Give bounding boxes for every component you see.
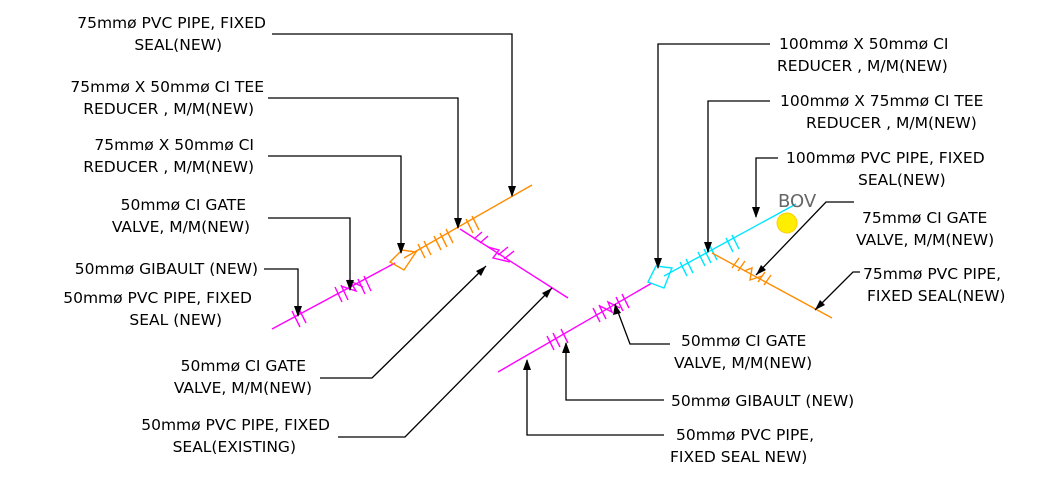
right-labels: 100mmø X 50mmø CI REDUCER , M/M(NEW) 100… (670, 35, 1005, 466)
label-gate-valve-50-right-line2: VALVE, M/M(NEW) (674, 354, 812, 372)
leader-gate-valve-50-b (320, 265, 487, 379)
right-leaders (526, 43, 860, 436)
label-gate-valve-50-a-line1: 50mmø CI GATE (121, 196, 246, 214)
label-gibault-50-right: 50mmø GIBAULT (NEW) (671, 392, 854, 410)
left-gate-valve-50-a (334, 275, 372, 303)
label-gate-valve-50-a-line2: VALVE, M/M(NEW) (112, 218, 250, 236)
leader-pipe-50-existing (338, 287, 553, 438)
label-gate-valve-50-b-line1: 50mmø CI GATE (181, 357, 306, 375)
right-gate-valve-75 (731, 257, 772, 286)
leader-pipe-100 (755, 157, 778, 217)
label-pipe-50-seal-line1: 50mmø PVC PIPE, FIXED (63, 289, 252, 307)
leader-gate-valve-50-right (614, 303, 670, 345)
right-gibault-50 (546, 328, 569, 351)
label-gate-valve-50-right-line1: 50mmø CI GATE (681, 332, 806, 350)
leader-gibault-50-right (565, 343, 664, 401)
label-pipe-75-seal-line1: 75mmø PVC PIPE, (863, 265, 1001, 283)
left-orange-couplings (417, 215, 480, 259)
left-pipe-50-existing (459, 228, 569, 299)
label-pipe-75-line1: 75mmø PVC PIPE, FIXED (77, 14, 266, 32)
label-tee-reducer-line2: REDUCER , M/M(NEW) (83, 100, 254, 118)
label-tee-reducer-100x75-line2: REDUCER , M/M(NEW) (806, 114, 977, 132)
right-reducer-100x50 (647, 265, 673, 289)
right-pipe-100-main (663, 203, 797, 277)
label-pipe-75-line2: SEAL(NEW) (134, 36, 222, 54)
label-pipe-50-new-line1: 50mmø PVC PIPE, (676, 426, 814, 444)
label-gate-valve-50-b-line2: VALVE, M/M(NEW) (174, 379, 312, 397)
label-pipe-100-line1: 100mmø PVC PIPE, FIXED (786, 149, 985, 167)
label-pipe-50-new-line2: FIXED SEAL NEW) (670, 448, 807, 466)
leader-pipe-75-seal (814, 271, 860, 311)
label-gate-valve-75-line1: 75mmø CI GATE (862, 209, 987, 227)
label-pipe-50-existing-line2: SEAL(EXISTING) (173, 438, 296, 456)
label-tee-reducer-line1: 75mmø X 50mmø CI TEE (70, 78, 264, 96)
right-assembly (497, 203, 833, 373)
leader-reducer-75x50 (268, 155, 402, 253)
label-reducer-100x50-line2: REDUCER , M/M(NEW) (777, 57, 948, 75)
leader-pipe-50-new (526, 360, 664, 436)
bov-marker-icon (776, 212, 798, 234)
leader-reducer-100x50 (657, 43, 770, 268)
right-pipe-75-branch (711, 252, 833, 319)
right-cyan-couplings (679, 234, 740, 277)
label-pipe-75-seal-line2: FIXED SEAL(NEW) (867, 287, 1005, 305)
right-pipe-50-main (497, 282, 653, 373)
label-gibault-50: 50mmø GIBAULT (NEW) (75, 260, 258, 278)
left-reducer-75x50 (388, 249, 418, 271)
label-tee-reducer-100x75-line1: 100mmø X 75mmø CI TEE (780, 92, 983, 110)
label-pipe-50-existing-line1: 50mmø PVC PIPE, FIXED (141, 416, 330, 434)
left-gate-valve-50-b (473, 231, 515, 263)
leader-tee-reducer-75x50 (268, 97, 459, 228)
label-reducer-75x50-line2: REDUCER , M/M(NEW) (83, 158, 254, 176)
leader-tee-reducer-100x75 (707, 100, 770, 252)
left-pipe-50-main (271, 262, 396, 330)
leader-gate-valve-75 (755, 201, 854, 276)
right-gate-valve-50 (592, 293, 630, 323)
label-reducer-100x50-line1: 100mmø X 50mmø CI (779, 35, 948, 53)
leader-gate-valve-50-a (268, 217, 351, 290)
left-leaders (264, 33, 553, 438)
label-pipe-100-line2: SEAL(NEW) (858, 171, 946, 189)
label-reducer-75x50-line1: 75mmø X 50mmø CI (94, 136, 254, 154)
arrowheads (294, 186, 825, 370)
left-assembly (271, 184, 569, 330)
label-bov: BOV (778, 191, 817, 212)
leader-pipe-75 (272, 33, 513, 196)
label-pipe-50-seal-line2: SEAL (NEW) (129, 311, 222, 329)
leader-gibault-50 (264, 268, 299, 316)
left-labels: 75mmø PVC PIPE, FIXED SEAL(NEW) 75mmø X … (63, 14, 330, 456)
label-gate-valve-75-line2: VALVE, M/M(NEW) (856, 231, 994, 249)
